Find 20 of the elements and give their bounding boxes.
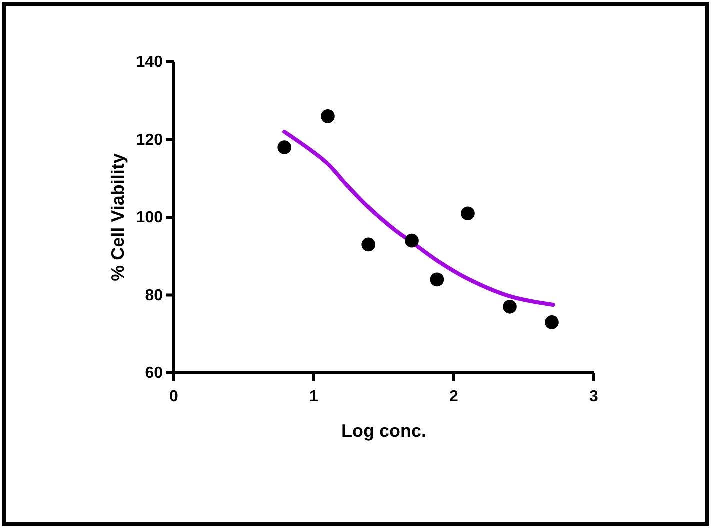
point	[405, 234, 419, 248]
point	[545, 316, 559, 330]
x-tick-label: 1	[310, 388, 319, 406]
y-tick-label: 100	[136, 210, 164, 227]
y-tick-label: 60	[145, 365, 164, 382]
line-series	[282, 130, 556, 307]
point	[362, 238, 376, 252]
x-tick-label: 3	[590, 388, 599, 406]
y-tick-label: 80	[145, 287, 164, 304]
x-axis-title: Log conc.	[342, 421, 426, 441]
point	[321, 110, 335, 124]
point	[503, 300, 517, 314]
y-axis-title: % Cell Viability	[108, 154, 128, 282]
x-tick-label: 2	[450, 388, 459, 406]
point	[430, 272, 444, 287]
y-tick-label: 120	[136, 132, 164, 149]
point	[461, 206, 475, 221]
point	[278, 140, 292, 154]
x-tick-label: 0	[170, 388, 179, 406]
y-tick-label: 140	[136, 54, 164, 72]
